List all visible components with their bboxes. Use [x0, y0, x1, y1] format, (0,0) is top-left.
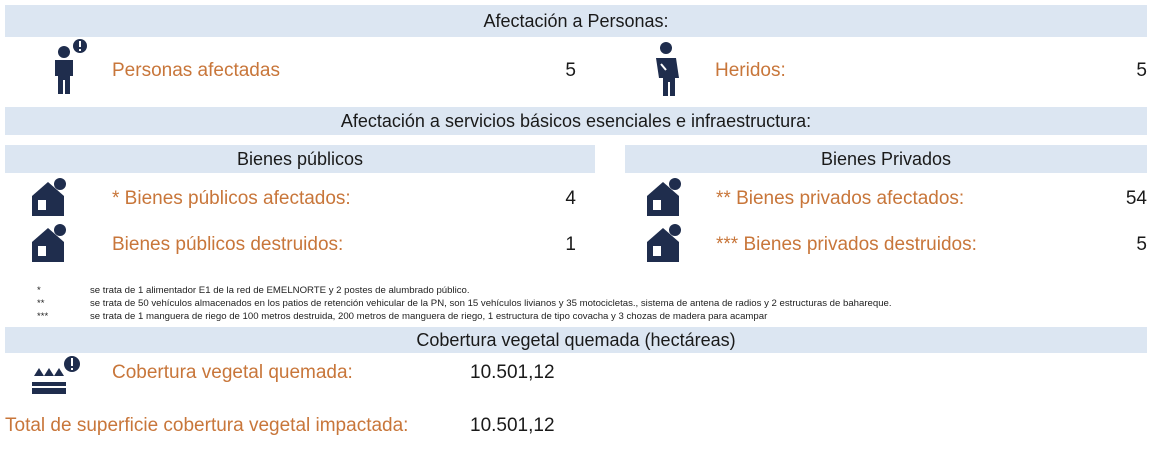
injured-icon: [656, 42, 679, 96]
value: 54: [1125, 188, 1147, 209]
section-header: Cobertura vegetal quemada (hectáreas): [5, 327, 1147, 353]
subsection-header: Bienes públicos: [5, 145, 595, 173]
value: 5: [1136, 60, 1147, 81]
house-icons: [32, 178, 66, 262]
label: Total de superficie cobertura vegetal im…: [5, 415, 409, 436]
section-header: Afectación a servicios básicos esenciale…: [5, 107, 1147, 135]
section-header: Afectación a Personas:: [5, 5, 1147, 37]
note-text: se trata de 50 vehículos almacenados en …: [90, 298, 892, 309]
value: 4: [565, 188, 576, 209]
house-icons: [647, 178, 681, 262]
label: Heridos:: [715, 60, 786, 81]
vegetation-icon: [32, 356, 80, 394]
note-mark: ***: [37, 311, 49, 322]
value: 1: [565, 234, 576, 255]
value: 5: [565, 60, 576, 81]
note-mark: **: [37, 298, 45, 309]
label: *** Bienes privados destruidos:: [716, 234, 977, 255]
label: Cobertura vegetal quemada:: [112, 362, 353, 383]
label: Personas afectadas: [112, 60, 280, 81]
label: Bienes públicos destruidos:: [112, 234, 344, 255]
note-text: se trata de 1 manguera de riego de 100 m…: [90, 311, 768, 322]
subsection-header: Bienes Privados: [625, 145, 1147, 173]
value: 10.501,12: [470, 415, 555, 436]
label: * Bienes públicos afectados:: [112, 188, 351, 209]
note-text: se trata de 1 alimentador E1 de la red d…: [90, 285, 470, 296]
value: 10.501,12: [470, 362, 555, 383]
person-icon: [55, 39, 87, 94]
label: ** Bienes privados afectados:: [716, 188, 965, 209]
note-mark: *: [37, 285, 41, 296]
value: 5: [1136, 234, 1147, 255]
